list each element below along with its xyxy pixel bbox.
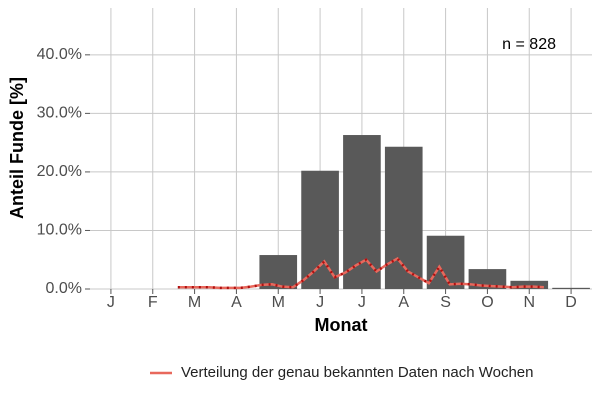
x-tick-label: M — [188, 294, 201, 311]
x-tick-label: M — [272, 294, 285, 311]
bar — [259, 255, 298, 289]
x-tick-label: J — [107, 294, 115, 311]
x-tick-label: J — [316, 294, 324, 311]
x-tick-label: O — [481, 294, 493, 311]
bar — [426, 235, 465, 289]
legend-label: Verteilung der genau bekannten Daten nac… — [181, 364, 534, 381]
y-axis-title: Anteil Funde [%] — [7, 77, 27, 219]
y-tick-label: 30.0% — [37, 105, 82, 122]
bar — [343, 135, 381, 289]
y-tick-label: 40.0% — [37, 46, 82, 63]
x-tick-label: S — [440, 294, 451, 311]
bar — [552, 287, 590, 289]
x-tick-label: A — [231, 294, 242, 311]
y-tick-label: 20.0% — [37, 163, 82, 180]
bar — [510, 280, 549, 289]
x-tick-label: A — [398, 294, 409, 311]
x-tick-label: D — [565, 294, 577, 311]
line-dots — [177, 256, 544, 290]
bar — [301, 170, 339, 289]
x-tick-label: F — [148, 294, 158, 311]
y-tick-label: 10.0% — [37, 222, 82, 239]
y-tick-label: 0.0% — [46, 280, 82, 297]
x-tick-label: J — [358, 294, 366, 311]
x-tick-label: N — [523, 294, 535, 311]
x-axis-title: Monat — [315, 315, 368, 335]
